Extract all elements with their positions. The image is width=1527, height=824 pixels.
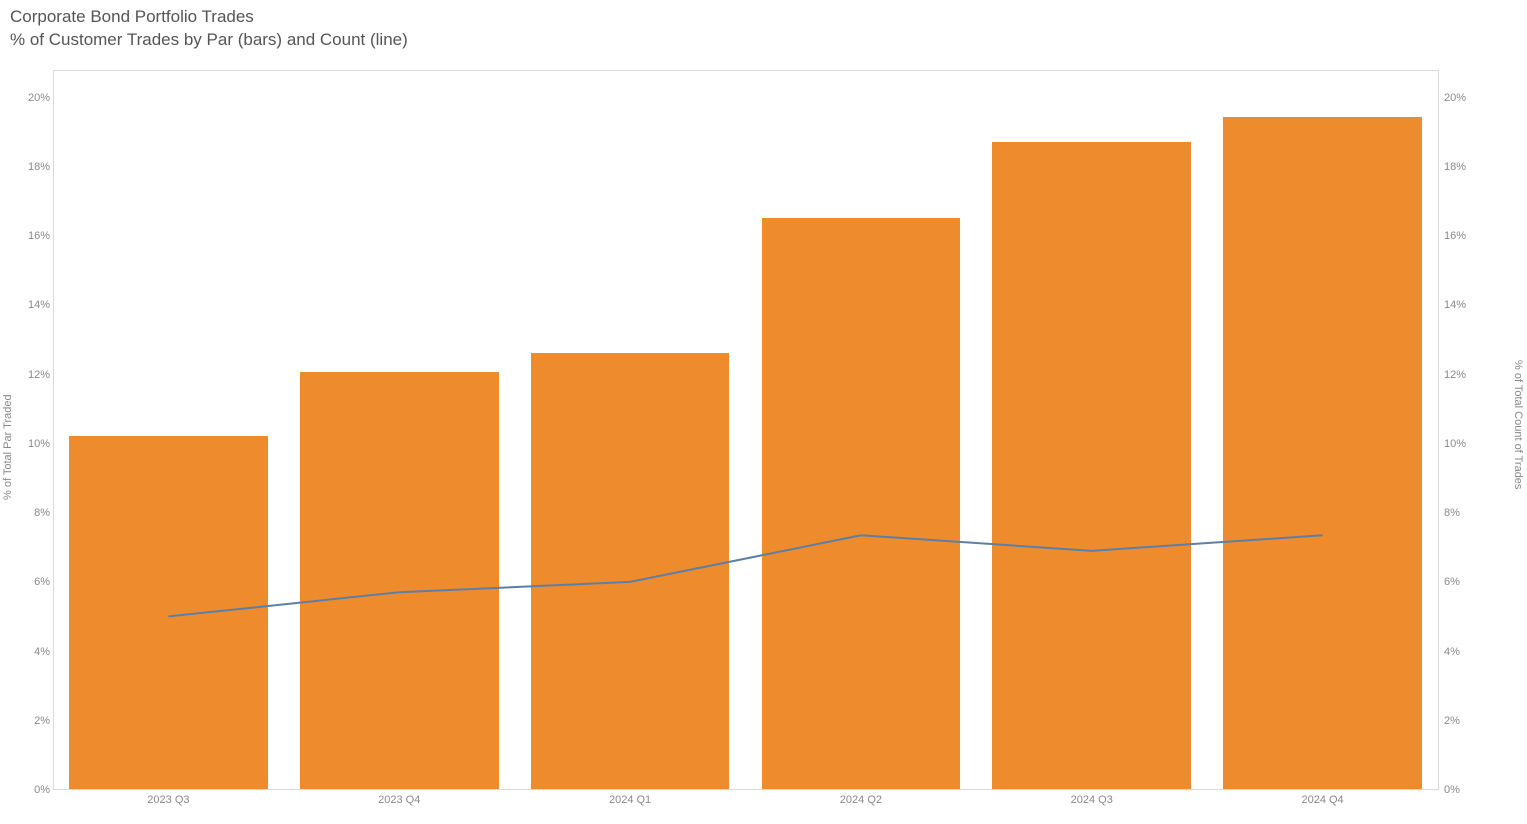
- chart-frame: % of Total Par Traded % of Total Count o…: [0, 70, 1527, 824]
- bar: [1223, 117, 1422, 789]
- chart-title-line2: % of Customer Trades by Par (bars) and C…: [10, 29, 408, 52]
- ytick-right: 10%: [1444, 438, 1466, 450]
- ytick-right: 6%: [1444, 576, 1460, 588]
- plot-area: [53, 70, 1438, 790]
- ytick-left: 2%: [6, 715, 50, 727]
- chart-title-block: Corporate Bond Portfolio Trades % of Cus…: [10, 6, 408, 52]
- bar: [762, 218, 961, 789]
- ytick-right: 8%: [1444, 507, 1460, 519]
- ytick-right: 0%: [1444, 784, 1460, 796]
- xtick: 2024 Q3: [1071, 794, 1113, 806]
- ytick-right: 2%: [1444, 715, 1460, 727]
- ytick-left: 12%: [6, 369, 50, 381]
- ytick-left: 0%: [6, 784, 50, 796]
- chart-title-line1: Corporate Bond Portfolio Trades: [10, 6, 408, 29]
- bar: [69, 436, 268, 789]
- xtick: 2024 Q1: [609, 794, 651, 806]
- y-axis-right-title: % of Total Count of Trades: [1512, 360, 1524, 489]
- ytick-left: 6%: [6, 576, 50, 588]
- ytick-left: 18%: [6, 161, 50, 173]
- xtick: 2023 Q4: [378, 794, 420, 806]
- ytick-left: 4%: [6, 646, 50, 658]
- ytick-right: 16%: [1444, 230, 1466, 242]
- ytick-right: 14%: [1444, 299, 1466, 311]
- bar: [300, 372, 499, 789]
- bar: [531, 353, 730, 789]
- bar: [992, 142, 1191, 789]
- xtick: 2023 Q3: [147, 794, 189, 806]
- ytick-left: 16%: [6, 230, 50, 242]
- xtick: 2024 Q4: [1301, 794, 1343, 806]
- ytick-left: 14%: [6, 299, 50, 311]
- ytick-left: 10%: [6, 438, 50, 450]
- xtick: 2024 Q2: [840, 794, 882, 806]
- ytick-left: 20%: [6, 92, 50, 104]
- ytick-left: 8%: [6, 507, 50, 519]
- ytick-right: 12%: [1444, 369, 1466, 381]
- ytick-right: 4%: [1444, 646, 1460, 658]
- y-axis-right-line: [1438, 70, 1439, 790]
- ytick-right: 20%: [1444, 92, 1466, 104]
- ytick-right: 18%: [1444, 161, 1466, 173]
